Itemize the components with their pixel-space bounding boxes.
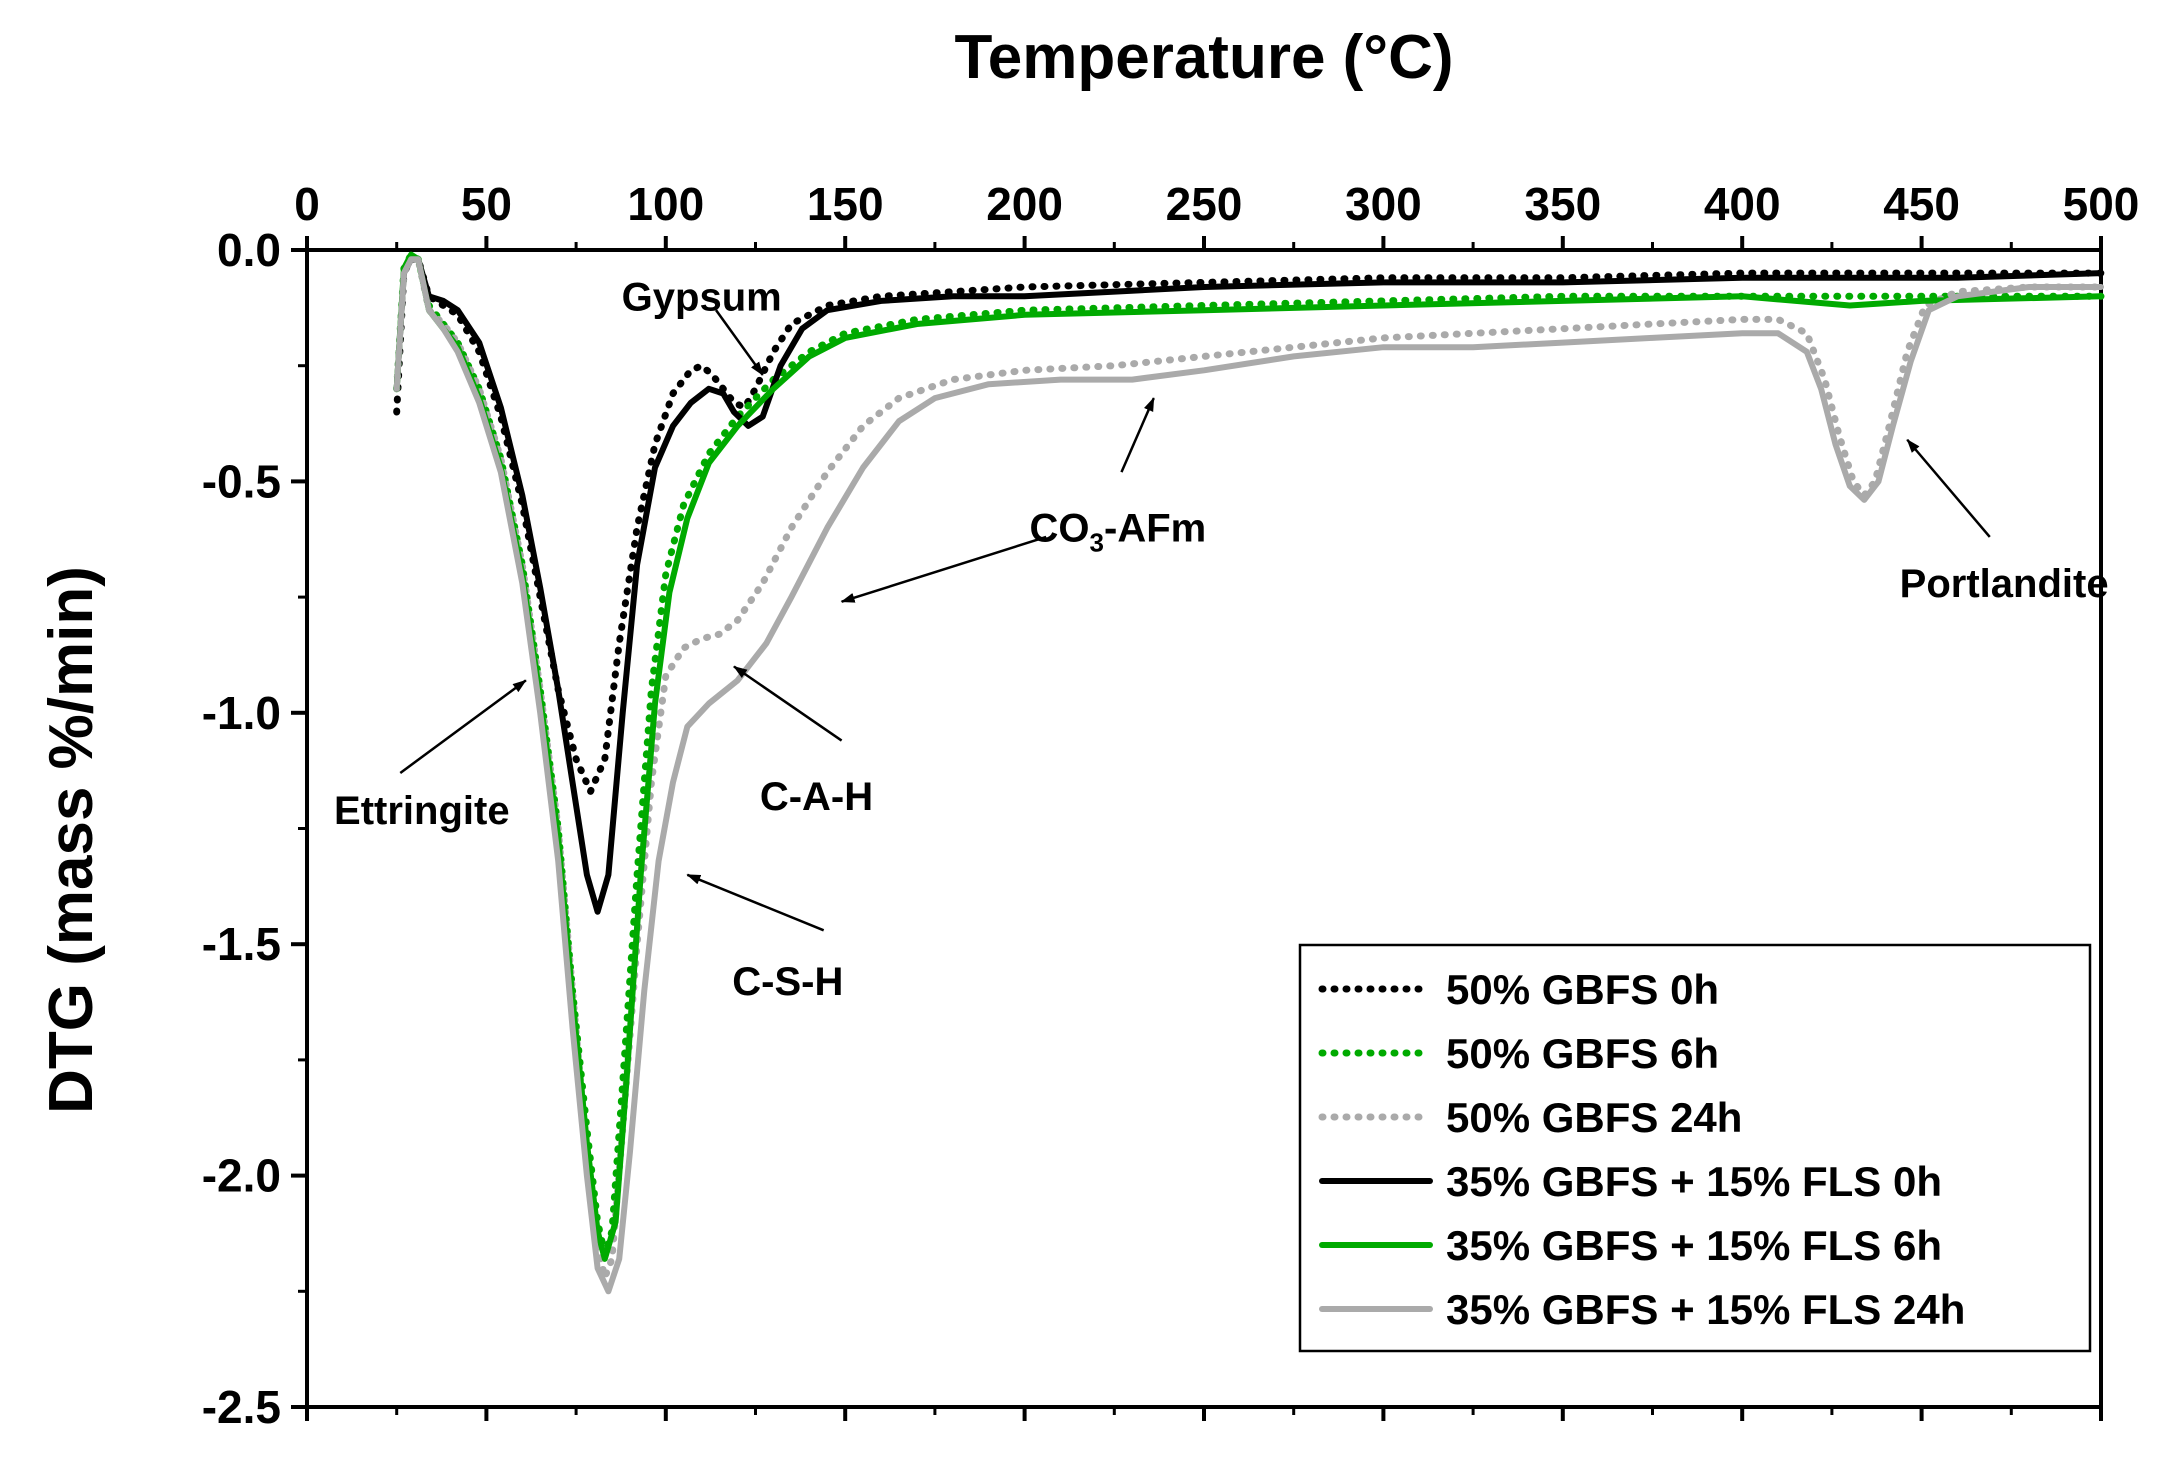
legend-label-2: 50% GBFS 24h	[1446, 1094, 1742, 1141]
x-tick-label-200: 200	[986, 178, 1063, 230]
x-tick-label-150: 150	[807, 178, 884, 230]
series-line-0	[393, 255, 2105, 795]
annotation-arrow-6	[1906, 438, 1991, 538]
annotation-arrow-4	[686, 873, 825, 932]
annotation-label-3: C-A-H	[760, 775, 873, 819]
legend-label-4: 35% GBFS + 15% FLS 6h	[1446, 1222, 1942, 1269]
y-tick-label--2.5: -2.5	[202, 1381, 281, 1433]
legend-label-3: 35% GBFS + 15% FLS 0h	[1446, 1158, 1942, 1205]
y-tick-label--1.5: -1.5	[202, 918, 281, 970]
annotation-arrow-5	[1120, 397, 1155, 473]
annotation-label-main: C-S-H	[732, 960, 843, 1004]
annotation-label-main: Ettringite	[334, 789, 510, 833]
x-tick-label-500: 500	[2063, 178, 2140, 230]
x-tick-label-450: 450	[1883, 178, 1960, 230]
annotation-label-main: Gypsum	[622, 275, 782, 319]
y-tick-label--1.0: -1.0	[202, 687, 281, 739]
annotation-label-main: C-A-H	[760, 775, 873, 819]
y-tick-label--0.5: -0.5	[202, 455, 281, 507]
y-axis-title: DTG (mass %/min)	[37, 566, 106, 1114]
annotation-label-6: Portlandite	[1900, 562, 2109, 606]
annotation-layer: Gypsum Ettringite CO3-AFm C-A-H C-S-H Portlan…	[334, 275, 2109, 1004]
annotation-label-2: CO3-AFm	[1030, 507, 1207, 558]
legend-label-1: 50% GBFS 6h	[1446, 1030, 1719, 1077]
legend: 50% GBFS 0h 50% GBFS 6h 50% GBFS 24h 35% GB…	[1298, 943, 2092, 1353]
legend-label-0: 50% GBFS 0h	[1446, 966, 1719, 1013]
annotation-arrow-1	[399, 679, 527, 774]
series-layer	[393, 251, 2105, 1295]
y-tick-label--2.0: -2.0	[202, 1150, 281, 1202]
x-tick-label-100: 100	[627, 178, 704, 230]
x-tick-label-0: 0	[294, 178, 320, 230]
axes: 0 50 100 150 200 250 300 350 400 450 500 0.0 -0.5 -1.…	[202, 178, 2140, 1433]
y-tick-label-0.0: 0.0	[217, 224, 281, 276]
annotation-arrow-0	[715, 309, 764, 376]
series-line-5	[393, 256, 2104, 1295]
x-tick-label-300: 300	[1345, 178, 1422, 230]
annotation-label-sub: 3	[1090, 528, 1104, 558]
series-line-3	[393, 256, 2104, 915]
annotation-label-0: Gypsum	[622, 275, 782, 319]
x-tick-label-350: 350	[1524, 178, 1601, 230]
annotation-label-suffix: -AFm	[1104, 507, 1206, 551]
annotation-arrow-3	[733, 665, 843, 742]
annotation-label-1: Ettringite	[334, 789, 510, 833]
x-tick-label-50: 50	[461, 178, 512, 230]
x-tick-label-250: 250	[1166, 178, 1243, 230]
annotation-arrow-2	[840, 535, 1047, 603]
legend-box	[1298, 943, 2092, 1353]
annotation-label-main: Portlandite	[1900, 562, 2109, 606]
x-axis-title: Temperature (°C)	[954, 23, 1453, 92]
x-tick-label-400: 400	[1704, 178, 1781, 230]
annotation-label-4: C-S-H	[732, 960, 843, 1004]
annotation-label-main: CO	[1030, 507, 1090, 551]
legend-label-5: 35% GBFS + 15% FLS 24h	[1446, 1286, 1965, 1333]
